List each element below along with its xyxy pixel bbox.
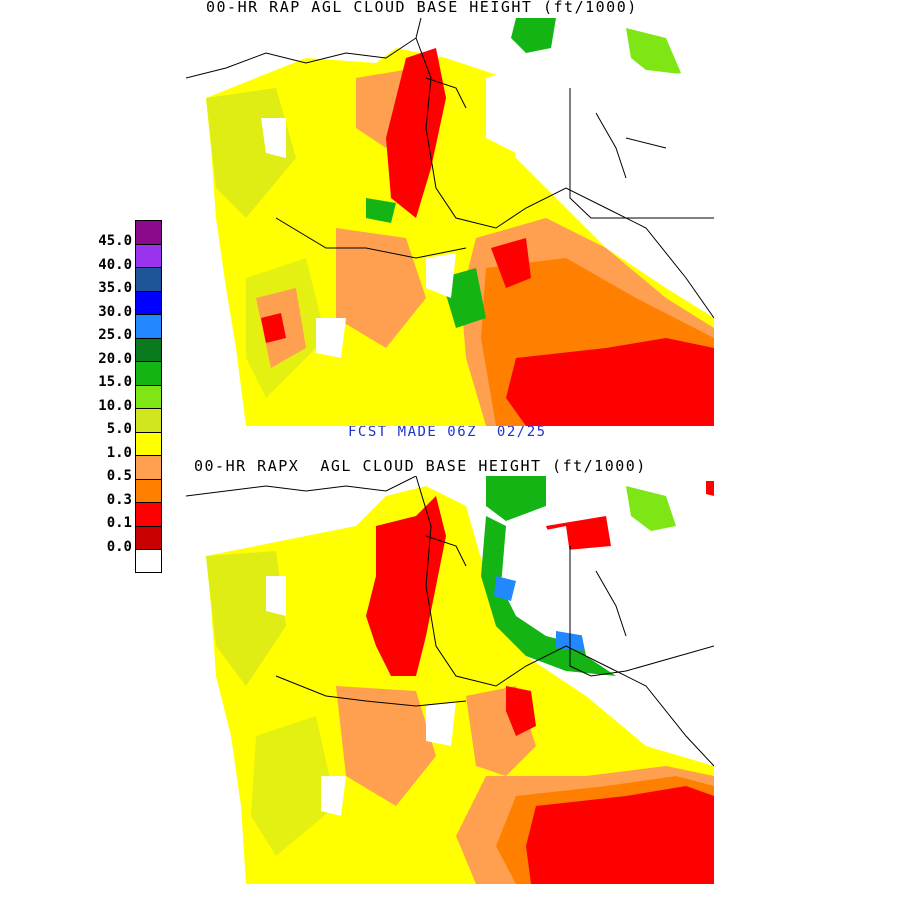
legend-label: 20.0 [98, 350, 132, 367]
legend-label: 15.0 [98, 374, 132, 390]
rapx-cloud-base-map [186, 476, 714, 884]
legend-label: 0.5 [106, 468, 132, 484]
legend-swatch [135, 384, 162, 408]
legend-label: 0.1 [106, 515, 132, 531]
legend-swatch [135, 267, 162, 291]
legend-swatch [135, 431, 162, 455]
legend-swatch [135, 314, 162, 338]
legend-swatch [135, 220, 162, 244]
legend-label: 0.3 [106, 491, 132, 508]
legend-swatch [135, 502, 162, 526]
legend-swatch [135, 361, 162, 385]
top-panel-title: 00-HR RAP AGL CLOUD BASE HEIGHT (ft/1000… [206, 0, 638, 16]
legend-label: 40.0 [98, 256, 132, 273]
bottom-panel-title: 00-HR RAPX AGL CLOUD BASE HEIGHT (ft/100… [194, 457, 647, 475]
legend-label: 0.0 [106, 538, 132, 555]
legend-swatch [135, 525, 162, 549]
rap-cloud-base-map [186, 18, 714, 426]
legend-swatch [135, 243, 162, 267]
legend-swatch [135, 337, 162, 361]
legend-label: 10.0 [98, 397, 132, 414]
legend-swatch [135, 549, 162, 573]
forecast-time-label: FCST MADE 06Z 02/25 [348, 424, 547, 440]
legend-label: 1.0 [106, 444, 132, 461]
legend-label: 5.0 [106, 421, 132, 437]
legend-swatch [135, 408, 162, 432]
legend-swatch [135, 290, 162, 314]
legend-swatch [135, 455, 162, 479]
legend-label: 30.0 [98, 303, 132, 320]
legend-label: 45.0 [98, 233, 132, 249]
legend-label: 35.0 [98, 280, 132, 296]
legend-swatch [135, 478, 162, 502]
legend-label: 25.0 [98, 327, 132, 343]
